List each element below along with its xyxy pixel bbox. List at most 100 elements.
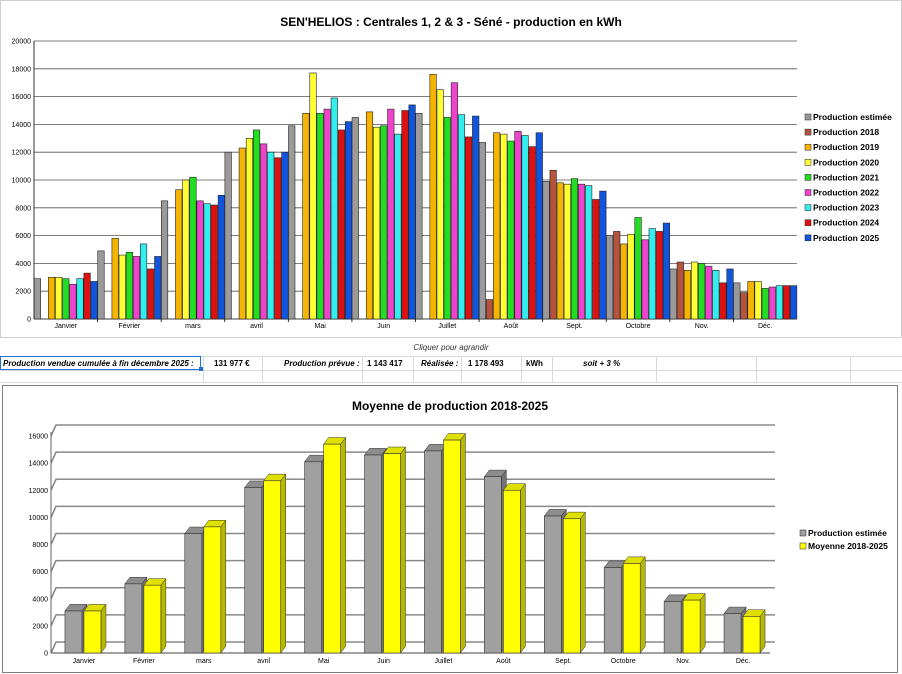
actual-value[interactable]: 1 178 493 <box>468 359 504 368</box>
enlarge-caption[interactable]: Cliquer pour agrandir <box>413 343 489 352</box>
bar <box>514 131 522 320</box>
bar <box>747 281 755 320</box>
bar <box>316 112 324 320</box>
bar <box>578 183 586 320</box>
chart-production-monthly[interactable]: SEN'HELIOS : Centrales 1, 2 & 3 - Séné -… <box>0 0 902 338</box>
bar <box>274 157 282 320</box>
grid-col-line <box>262 356 263 382</box>
bar <box>263 480 282 654</box>
ratio-label[interactable]: soit + 3 % <box>583 359 621 368</box>
grid-col-line <box>521 356 522 382</box>
bar <box>83 272 91 320</box>
gridline <box>50 451 775 464</box>
grid-col-line <box>203 356 204 382</box>
bar <box>210 204 218 320</box>
bar-side <box>759 609 766 654</box>
grid-col-line <box>656 356 657 382</box>
bar <box>562 518 581 654</box>
bar-side <box>639 556 646 654</box>
bar <box>457 114 466 320</box>
bar <box>683 270 691 320</box>
bar <box>622 563 641 654</box>
grid-col-line <box>756 356 757 382</box>
bar <box>76 278 84 320</box>
chart2-svg: Moyenne de production 2018-2025 0 2000 4000… <box>29 399 889 665</box>
bar <box>733 282 741 320</box>
bar <box>663 601 682 654</box>
bar-side <box>160 577 167 654</box>
legend-swatch <box>804 234 812 242</box>
bar <box>484 476 502 654</box>
selected-cell[interactable] <box>0 356 201 370</box>
y-tick-label: 12000 <box>29 488 49 495</box>
grid-line <box>0 382 902 383</box>
bar <box>443 439 461 654</box>
x-tick-label: Octobre <box>626 323 651 330</box>
grid-line <box>0 356 902 357</box>
bar <box>606 235 614 320</box>
bar <box>424 450 442 654</box>
summary-label[interactable]: Production vendue cumulée à fin décembre… <box>3 359 194 368</box>
y-tick-label: 20000 <box>12 39 32 46</box>
legend-label: Production 2018 <box>813 127 879 137</box>
forecast-label[interactable]: Production prévue : <box>284 359 360 368</box>
bar <box>182 179 190 320</box>
bar <box>224 151 232 320</box>
forecast-value[interactable]: 1 143 417 <box>367 359 403 368</box>
gridline <box>50 505 775 518</box>
bar <box>154 256 162 320</box>
bar <box>238 147 246 320</box>
bar <box>64 610 83 654</box>
bar <box>443 117 451 320</box>
bar <box>528 146 536 320</box>
bar <box>690 261 699 320</box>
bar <box>337 129 345 320</box>
bar <box>682 599 701 654</box>
gridline <box>50 424 775 437</box>
summary-amount[interactable]: 131 977 € <box>214 359 250 368</box>
bar <box>33 278 41 320</box>
bar-side <box>520 482 526 654</box>
bar <box>634 217 642 320</box>
bar <box>472 115 480 320</box>
x-tick-label: Juin <box>377 323 390 330</box>
y-tick-label: 18000 <box>12 66 32 73</box>
bar <box>613 231 621 320</box>
bar <box>698 263 706 320</box>
bar <box>585 185 593 320</box>
x-tick-label: Mai <box>318 658 330 665</box>
bar <box>111 238 119 320</box>
bar <box>394 133 402 320</box>
actual-label[interactable]: Réalisée : <box>421 359 459 368</box>
bar <box>542 181 550 320</box>
legend-label: Production estimée <box>808 528 887 538</box>
unit-label[interactable]: kWh <box>526 359 543 368</box>
bar <box>124 583 143 654</box>
bar <box>203 203 211 320</box>
x-tick-label: Octobre <box>611 658 636 665</box>
x-tick-label: Juin <box>377 658 390 665</box>
chart-title: SEN'HELIOS : Centrales 1, 2 & 3 - Séné -… <box>280 15 622 29</box>
grid-col-line <box>552 356 553 382</box>
bar <box>118 254 126 320</box>
y-tick-label: 16000 <box>12 94 32 101</box>
bar <box>705 265 713 320</box>
bar <box>62 278 70 320</box>
legend-label: Production 2020 <box>813 157 879 167</box>
bar <box>500 133 508 320</box>
grid-col-line <box>413 356 414 382</box>
x-tick-label: Nov. <box>676 658 690 665</box>
y-tick-label: 8000 <box>15 205 31 212</box>
bar <box>260 143 268 320</box>
cell-fill-handle[interactable] <box>199 367 203 371</box>
chart-average-production[interactable]: Moyenne de production 2018-2025 0 2000 4000… <box>2 385 898 673</box>
bar <box>493 132 501 320</box>
bar <box>754 281 762 320</box>
legend-label: Moyenne 2018-2025 <box>808 541 888 551</box>
y-tick-label: 0 <box>27 317 31 324</box>
bar <box>288 125 296 320</box>
bar <box>726 268 734 320</box>
grid-col-line <box>362 356 363 382</box>
bar-side <box>100 603 107 654</box>
y-tick-label: 10000 <box>12 178 32 185</box>
